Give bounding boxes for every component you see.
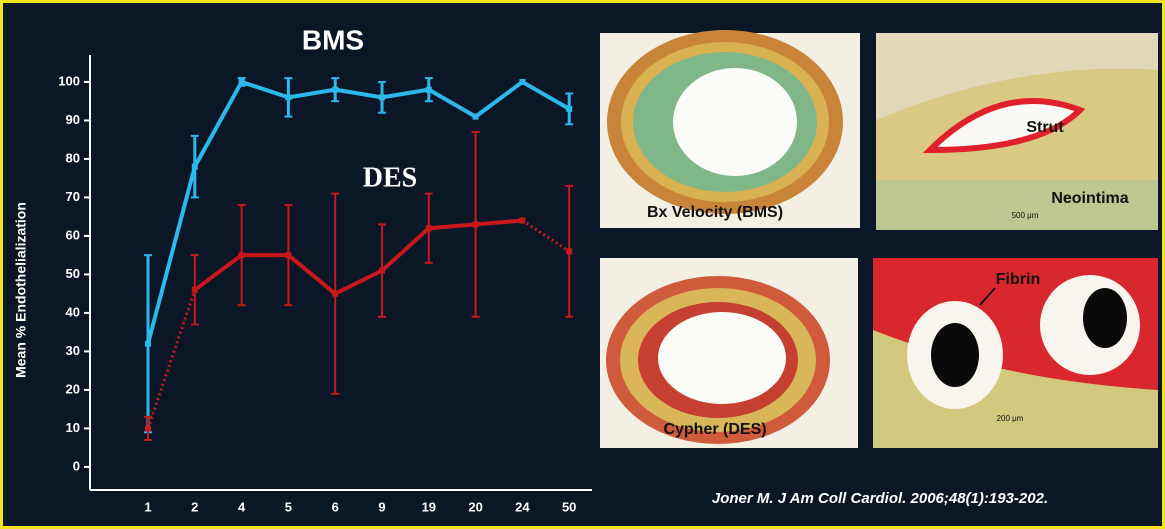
y-tick-label: 100 xyxy=(58,73,80,88)
y-axis-label: Mean % Endothelialization xyxy=(13,202,29,378)
histology-panel xyxy=(600,30,860,228)
point xyxy=(379,94,385,100)
x-tick-label: 4 xyxy=(238,499,246,514)
point xyxy=(426,225,432,231)
y-tick-label: 30 xyxy=(66,343,80,358)
x-tick-label: 24 xyxy=(515,499,530,514)
panel-label: Bx Velocity (BMS) xyxy=(647,204,783,221)
point xyxy=(566,106,572,112)
point xyxy=(566,248,572,254)
point xyxy=(473,221,479,227)
y-tick-label: 70 xyxy=(66,189,80,204)
point xyxy=(332,291,338,297)
series-label: BMS xyxy=(302,24,364,55)
y-tick-label: 10 xyxy=(66,420,80,435)
point xyxy=(332,87,338,93)
x-tick-label: 19 xyxy=(422,499,436,514)
y-tick-label: 40 xyxy=(66,304,80,319)
point xyxy=(239,252,245,258)
x-tick-label: 50 xyxy=(562,499,576,514)
point xyxy=(426,87,432,93)
panel-label: Cypher (DES) xyxy=(663,421,766,438)
x-tick-label: 1 xyxy=(144,499,151,514)
x-tick-label: 20 xyxy=(468,499,482,514)
point xyxy=(192,287,198,293)
panel-label: Strut xyxy=(1026,119,1064,136)
x-tick-label: 6 xyxy=(332,499,339,514)
point xyxy=(145,341,151,347)
series-label: DES xyxy=(363,162,417,193)
y-tick-label: 20 xyxy=(66,381,80,396)
y-tick-label: 80 xyxy=(66,150,80,165)
y-tick-label: 0 xyxy=(73,458,80,473)
citation: Joner M. J Am Coll Cardiol. 2006;48(1):1… xyxy=(712,490,1048,507)
point xyxy=(239,79,245,85)
y-tick-label: 90 xyxy=(66,112,80,127)
y-tick-label: 60 xyxy=(66,227,80,242)
scale-label: 200 μm xyxy=(997,414,1024,423)
point xyxy=(145,425,151,431)
point xyxy=(519,79,525,85)
histology-panel xyxy=(600,258,858,448)
y-tick-label: 50 xyxy=(66,266,80,281)
point xyxy=(192,164,198,170)
x-tick-label: 2 xyxy=(191,499,198,514)
point xyxy=(285,94,291,100)
slide: 010203040506070809010012456919202450Mean… xyxy=(0,0,1165,529)
page: 010203040506070809010012456919202450Mean… xyxy=(0,0,1165,529)
scale-label: 500 μm xyxy=(1012,211,1039,220)
point xyxy=(379,268,385,274)
x-tick-label: 9 xyxy=(378,499,385,514)
point xyxy=(519,218,525,224)
point xyxy=(473,114,479,120)
panel-label: Fibrin xyxy=(996,271,1040,288)
point xyxy=(285,252,291,258)
panel-label: Neointima xyxy=(1051,190,1128,207)
x-tick-label: 5 xyxy=(285,499,292,514)
